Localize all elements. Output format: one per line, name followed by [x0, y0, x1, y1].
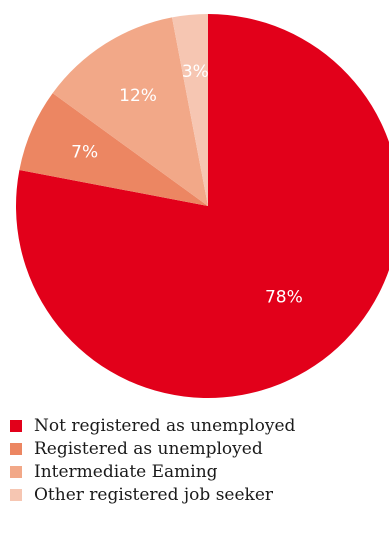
pie-slice [16, 14, 389, 398]
legend-swatch [10, 442, 22, 455]
legend-swatch [10, 465, 22, 478]
legend-label: Not registered as unemployed [34, 415, 296, 436]
pie-slice [19, 93, 208, 206]
pie-slice [172, 14, 208, 206]
legend-label: Registered as unemployed [34, 438, 263, 459]
legend-item: Intermediate Eaming [10, 460, 295, 483]
pie-chart: 78% 7% 12% 3% [16, 14, 389, 398]
slice-value-label: 12% [119, 86, 157, 106]
legend-label: Other registered job seeker [34, 484, 274, 505]
pie-slices [16, 14, 389, 398]
legend-swatch [10, 419, 22, 432]
slice-value-label: 78% [265, 288, 303, 308]
legend: Not registered as unemployed Registered … [10, 414, 295, 506]
slice-value-label: 3% [182, 62, 209, 82]
legend-swatch [10, 488, 22, 501]
legend-item: Not registered as unemployed [10, 414, 295, 437]
slice-value-label: 7% [71, 143, 98, 163]
legend-item: Registered as unemployed [10, 437, 295, 460]
legend-label: Intermediate Eaming [34, 461, 218, 482]
pie-slice [52, 17, 209, 206]
legend-item: Other registered job seeker [10, 483, 295, 506]
pie-labels: 78% 7% 12% 3% [71, 62, 303, 308]
